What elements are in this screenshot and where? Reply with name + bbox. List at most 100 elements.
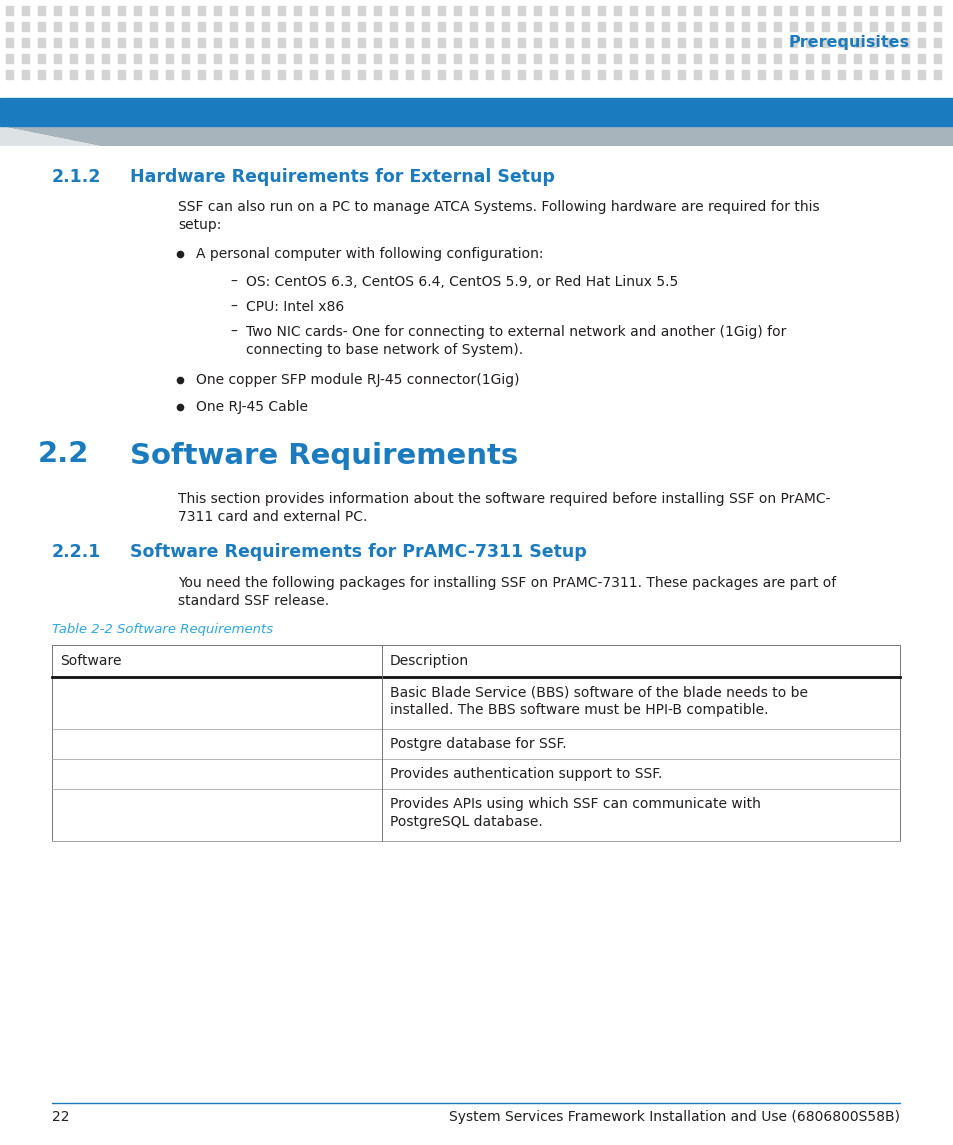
Bar xyxy=(645,54,652,63)
Bar xyxy=(246,22,253,31)
Text: –: – xyxy=(230,325,236,339)
Bar xyxy=(821,6,828,15)
Bar xyxy=(150,70,157,79)
Bar xyxy=(102,6,109,15)
Polygon shape xyxy=(0,126,100,147)
Bar xyxy=(182,22,189,31)
Bar xyxy=(246,54,253,63)
Text: standard SSF release.: standard SSF release. xyxy=(178,594,329,608)
Text: 2.2.1: 2.2.1 xyxy=(52,543,101,561)
Bar xyxy=(773,6,781,15)
Bar xyxy=(262,54,269,63)
Bar xyxy=(693,6,700,15)
Text: Postgre database for SSF.: Postgre database for SSF. xyxy=(390,737,566,751)
Bar xyxy=(277,70,285,79)
Text: setup:: setup: xyxy=(178,218,221,232)
Bar xyxy=(678,70,684,79)
Bar xyxy=(437,6,444,15)
Bar xyxy=(277,38,285,47)
Bar xyxy=(758,22,764,31)
Bar xyxy=(166,38,172,47)
Bar xyxy=(709,6,717,15)
Text: 2.2: 2.2 xyxy=(38,440,90,468)
Bar xyxy=(598,70,604,79)
Bar xyxy=(374,38,380,47)
Bar xyxy=(0,147,953,1145)
Bar xyxy=(485,6,493,15)
Bar xyxy=(534,70,540,79)
Bar xyxy=(821,70,828,79)
Bar xyxy=(198,54,205,63)
Bar xyxy=(550,38,557,47)
Bar xyxy=(198,38,205,47)
Bar xyxy=(6,38,13,47)
Bar xyxy=(901,54,908,63)
Bar xyxy=(741,6,748,15)
Bar xyxy=(0,98,953,126)
Bar xyxy=(102,54,109,63)
Bar xyxy=(678,54,684,63)
Bar xyxy=(310,6,316,15)
Bar xyxy=(213,70,221,79)
Bar xyxy=(741,38,748,47)
Bar xyxy=(341,54,349,63)
Bar xyxy=(581,70,588,79)
Bar xyxy=(213,22,221,31)
Bar xyxy=(470,6,476,15)
Bar xyxy=(805,38,812,47)
Bar xyxy=(454,22,460,31)
Bar xyxy=(326,38,333,47)
Bar xyxy=(133,70,141,79)
Bar xyxy=(102,22,109,31)
Bar xyxy=(485,22,493,31)
Bar xyxy=(182,70,189,79)
Bar xyxy=(789,54,796,63)
Bar xyxy=(485,54,493,63)
Bar xyxy=(118,22,125,31)
Bar xyxy=(901,6,908,15)
Bar xyxy=(38,54,45,63)
Bar xyxy=(310,54,316,63)
Bar xyxy=(198,70,205,79)
Bar xyxy=(534,22,540,31)
Text: –: – xyxy=(230,275,236,289)
Bar xyxy=(614,70,620,79)
Bar xyxy=(198,6,205,15)
Bar xyxy=(869,70,876,79)
Bar xyxy=(837,6,844,15)
Bar xyxy=(470,22,476,31)
Bar xyxy=(341,38,349,47)
Text: A personal computer with following configuration:: A personal computer with following confi… xyxy=(195,247,543,261)
Bar xyxy=(917,70,924,79)
Bar xyxy=(565,22,573,31)
Bar xyxy=(517,54,524,63)
Bar xyxy=(6,70,13,79)
Bar xyxy=(534,6,540,15)
Bar xyxy=(390,6,396,15)
Text: One RJ-45 Cable: One RJ-45 Cable xyxy=(195,400,308,414)
Text: You need the following packages for installing SSF on PrAMC-7311. These packages: You need the following packages for inst… xyxy=(178,576,836,590)
Bar xyxy=(598,54,604,63)
Bar xyxy=(789,38,796,47)
Bar xyxy=(182,54,189,63)
Bar xyxy=(437,54,444,63)
Bar xyxy=(182,6,189,15)
Bar xyxy=(758,54,764,63)
Bar xyxy=(374,22,380,31)
Bar xyxy=(86,70,92,79)
Bar xyxy=(326,22,333,31)
Polygon shape xyxy=(0,126,953,147)
Bar xyxy=(262,22,269,31)
Bar xyxy=(277,6,285,15)
Bar xyxy=(837,22,844,31)
Bar xyxy=(326,70,333,79)
Bar xyxy=(837,38,844,47)
Bar xyxy=(22,54,29,63)
Bar xyxy=(294,22,301,31)
Bar xyxy=(118,70,125,79)
Bar xyxy=(853,70,861,79)
Bar xyxy=(565,6,573,15)
Bar xyxy=(693,38,700,47)
Bar xyxy=(933,38,940,47)
Bar xyxy=(853,54,861,63)
